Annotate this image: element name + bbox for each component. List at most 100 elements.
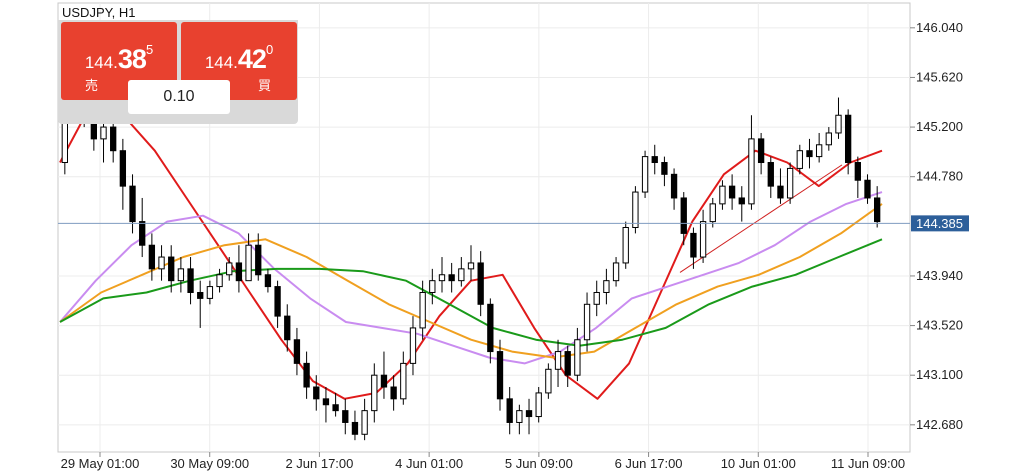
- buy-price: 144.420: [181, 42, 297, 75]
- y-tick-label: 144.780: [916, 169, 963, 184]
- candle-body: [322, 398, 330, 406]
- candle-body: [806, 150, 813, 158]
- moving-average-line: [59, 203, 883, 359]
- candle-body: [303, 362, 310, 388]
- candle-body: [284, 315, 291, 341]
- current-price-tag: [911, 215, 969, 232]
- candle-body: [874, 197, 881, 223]
- candle-body: [748, 138, 755, 205]
- candle-body: [361, 410, 368, 435]
- candle-body: [187, 268, 194, 293]
- sell-price-prefix: 144.: [84, 53, 118, 72]
- candle-body: [313, 386, 320, 400]
- candle-body: [583, 303, 591, 341]
- candle-body: [274, 286, 281, 317]
- symbol-label: USDJPY, H1: [62, 5, 136, 20]
- candle-body: [516, 410, 523, 423]
- candle-body: [293, 339, 301, 364]
- candle-body: [380, 374, 388, 388]
- candle-body: [825, 132, 832, 146]
- candle-body: [139, 221, 146, 246]
- candle-body: [535, 392, 542, 418]
- candle-body: [815, 144, 823, 158]
- candle-body: [661, 162, 668, 175]
- x-tick-label: 29 May 01:00: [61, 456, 140, 471]
- candle-body: [690, 232, 697, 258]
- sell-price-big: 38: [117, 44, 147, 74]
- candle-body: [487, 303, 494, 353]
- buy-price-big: 42: [237, 44, 267, 74]
- candle-body: [148, 244, 156, 270]
- y-tick-label: 145.620: [916, 69, 963, 84]
- candle-body: [477, 262, 484, 305]
- candle-body: [574, 339, 581, 376]
- candle-body: [177, 268, 185, 282]
- buy-price-pip: 0: [265, 42, 274, 57]
- candle-body: [525, 410, 533, 418]
- x-tick-label: 11 Jun 09:00: [831, 456, 905, 471]
- candle-body: [158, 256, 165, 270]
- y-tick-label: 143.520: [916, 318, 963, 333]
- candle-body: [603, 280, 610, 293]
- y-tick-label: 142.680: [916, 417, 963, 432]
- y-tick-label: 145.200: [916, 119, 963, 134]
- candle-body: [680, 197, 687, 234]
- candle-body: [409, 327, 417, 364]
- candle-body: [844, 114, 852, 164]
- candle-body: [197, 291, 204, 299]
- candle-body: [119, 150, 127, 187]
- candle-body: [786, 167, 794, 199]
- x-tick-label: 6 Jun 17:00: [615, 456, 683, 471]
- candle-body: [332, 404, 339, 412]
- candle-body: [796, 150, 803, 169]
- candle-body: [835, 114, 842, 134]
- candle-body: [419, 291, 426, 329]
- x-tick-label: 4 Jun 01:00: [395, 456, 463, 471]
- candle-body: [448, 274, 455, 282]
- y-tick-label: 143.100: [916, 367, 963, 382]
- candle-body: [438, 274, 446, 282]
- candle-body: [390, 386, 397, 400]
- candle-body: [129, 185, 136, 223]
- candle-body: [651, 156, 658, 164]
- x-tick-label: 2 Jun 17:00: [285, 456, 353, 471]
- candle-body: [854, 162, 861, 181]
- moving-average-line: [59, 238, 883, 347]
- candle-body: [545, 368, 552, 394]
- candle-body: [496, 351, 504, 400]
- candle-body: [641, 156, 649, 193]
- candle-body: [342, 410, 349, 423]
- candle-body: [506, 398, 513, 423]
- sell-price-pip: 5: [145, 42, 154, 57]
- buy-label: 買: [257, 78, 271, 93]
- candle-body: [738, 197, 745, 205]
- candle-body: [709, 203, 716, 223]
- candle-body: [767, 162, 774, 187]
- candle-body: [757, 138, 765, 164]
- y-tick-label: 143.940: [916, 268, 963, 283]
- candle-body: [622, 227, 629, 264]
- candle-body: [351, 421, 359, 435]
- candle-body: [371, 374, 378, 412]
- candle-body: [777, 185, 784, 199]
- sell-price: 144.385: [61, 42, 177, 75]
- candle-body: [728, 185, 736, 199]
- current-price-label: 144.385: [916, 216, 963, 231]
- candle-body: [864, 179, 871, 199]
- x-tick-label: 30 May 09:00: [170, 456, 249, 471]
- candle-body: [554, 351, 562, 370]
- candle-body: [670, 173, 678, 199]
- candle-body: [467, 262, 475, 270]
- candle-body: [168, 256, 175, 282]
- candle-body: [235, 262, 243, 282]
- candle-body: [632, 191, 639, 228]
- volume-input[interactable]: [128, 80, 230, 114]
- candle-body: [206, 286, 214, 299]
- candle-body: [264, 274, 272, 288]
- candle-body: [255, 244, 262, 276]
- moving-average-line: [59, 191, 883, 365]
- candle-body: [216, 274, 223, 288]
- y-tick-label: 146.040: [916, 20, 963, 35]
- candle-body: [400, 362, 407, 400]
- candle-body: [719, 185, 726, 205]
